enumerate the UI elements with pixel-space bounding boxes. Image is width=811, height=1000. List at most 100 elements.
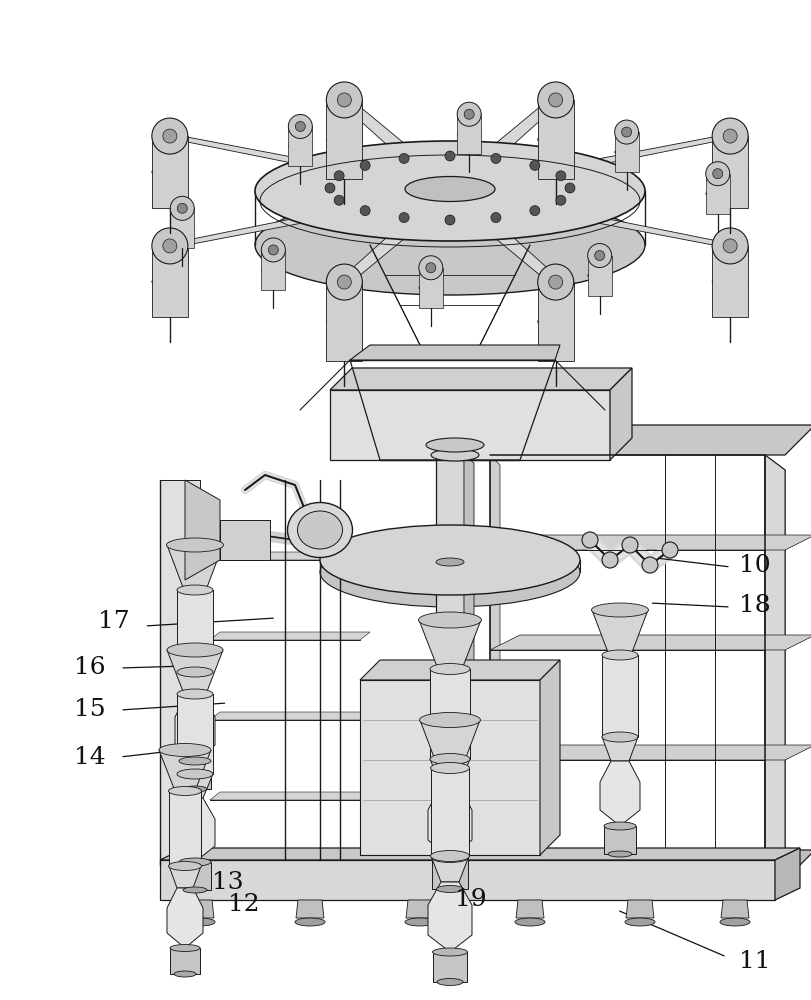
Circle shape — [564, 183, 574, 193]
Polygon shape — [601, 655, 637, 737]
Circle shape — [601, 552, 617, 568]
Polygon shape — [177, 672, 212, 696]
Polygon shape — [177, 590, 212, 672]
Text: 14: 14 — [74, 746, 105, 768]
Polygon shape — [288, 126, 312, 166]
Polygon shape — [587, 256, 611, 296]
Circle shape — [457, 102, 481, 126]
Polygon shape — [430, 759, 470, 786]
Text: 13: 13 — [212, 871, 242, 894]
Polygon shape — [169, 791, 201, 866]
Polygon shape — [436, 455, 463, 830]
Polygon shape — [170, 208, 194, 248]
Polygon shape — [210, 632, 370, 640]
Polygon shape — [220, 520, 270, 560]
Circle shape — [587, 244, 611, 268]
Ellipse shape — [177, 667, 212, 677]
Polygon shape — [705, 174, 729, 214]
Ellipse shape — [167, 643, 223, 657]
Circle shape — [581, 532, 597, 548]
Polygon shape — [329, 368, 631, 390]
Ellipse shape — [169, 861, 201, 870]
Circle shape — [444, 151, 454, 161]
Ellipse shape — [607, 851, 631, 857]
Circle shape — [333, 171, 344, 181]
Polygon shape — [418, 268, 442, 308]
Ellipse shape — [603, 822, 635, 830]
Polygon shape — [523, 204, 733, 248]
Circle shape — [170, 196, 194, 220]
Polygon shape — [175, 696, 215, 761]
Polygon shape — [178, 862, 211, 890]
Polygon shape — [261, 250, 285, 290]
Circle shape — [711, 228, 747, 264]
Polygon shape — [359, 680, 539, 855]
Ellipse shape — [297, 511, 342, 549]
Polygon shape — [337, 216, 429, 283]
Ellipse shape — [430, 762, 469, 773]
Polygon shape — [523, 134, 733, 178]
Ellipse shape — [624, 918, 654, 926]
Circle shape — [163, 129, 177, 143]
Polygon shape — [539, 660, 560, 855]
Ellipse shape — [430, 850, 469, 861]
Ellipse shape — [436, 885, 463, 892]
Ellipse shape — [255, 141, 644, 241]
Circle shape — [548, 275, 562, 289]
Polygon shape — [186, 900, 214, 918]
Ellipse shape — [430, 754, 470, 764]
Text: 10: 10 — [739, 554, 770, 576]
Polygon shape — [165, 204, 375, 248]
Ellipse shape — [537, 317, 573, 327]
Circle shape — [594, 251, 604, 261]
Text: 12: 12 — [228, 893, 259, 916]
Polygon shape — [603, 826, 635, 854]
Ellipse shape — [705, 190, 729, 197]
Circle shape — [324, 183, 335, 193]
Polygon shape — [418, 620, 480, 669]
Circle shape — [621, 127, 631, 137]
Polygon shape — [537, 282, 573, 361]
Circle shape — [444, 215, 454, 225]
Circle shape — [491, 213, 500, 223]
Polygon shape — [160, 480, 200, 865]
Circle shape — [711, 118, 747, 154]
Ellipse shape — [177, 689, 212, 699]
Circle shape — [152, 228, 187, 264]
Ellipse shape — [418, 612, 481, 628]
Polygon shape — [152, 136, 187, 208]
Ellipse shape — [178, 757, 211, 765]
Polygon shape — [165, 134, 375, 178]
Polygon shape — [489, 535, 811, 550]
Ellipse shape — [405, 177, 495, 202]
Circle shape — [491, 153, 500, 163]
Circle shape — [705, 162, 729, 186]
Polygon shape — [159, 750, 211, 791]
Polygon shape — [210, 552, 370, 560]
Ellipse shape — [177, 585, 212, 595]
Text: 18: 18 — [739, 593, 770, 616]
Ellipse shape — [170, 225, 194, 232]
Polygon shape — [489, 425, 811, 455]
Polygon shape — [432, 952, 466, 982]
Ellipse shape — [166, 538, 223, 552]
Polygon shape — [764, 455, 784, 895]
Text: 15: 15 — [74, 698, 105, 722]
Ellipse shape — [711, 277, 747, 287]
Text: 11: 11 — [739, 950, 770, 973]
Circle shape — [548, 93, 562, 107]
Polygon shape — [326, 282, 362, 361]
Ellipse shape — [436, 978, 462, 985]
Polygon shape — [489, 745, 811, 760]
Ellipse shape — [711, 167, 747, 177]
Circle shape — [614, 120, 638, 144]
Polygon shape — [625, 900, 653, 918]
Ellipse shape — [177, 769, 212, 779]
Polygon shape — [296, 900, 324, 918]
Polygon shape — [326, 100, 362, 179]
Circle shape — [464, 109, 474, 119]
Polygon shape — [169, 948, 200, 974]
Circle shape — [661, 542, 677, 558]
Polygon shape — [431, 856, 469, 882]
Ellipse shape — [287, 502, 352, 558]
